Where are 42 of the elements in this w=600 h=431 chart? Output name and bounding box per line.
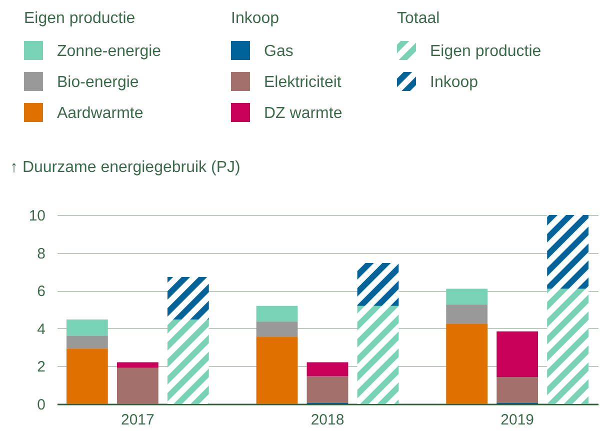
x-tick-label: 2019 [500,412,534,428]
bar [446,304,488,324]
x-tick-label: 2018 [310,412,344,428]
bar [306,362,348,376]
y-tick-label: 4 [37,320,46,338]
text: Totaal [397,10,440,27]
bar [446,288,488,304]
bar [66,336,108,348]
bar [167,276,209,320]
text: Inkoop [231,10,280,27]
x-tick-label: 2017 [120,412,154,428]
bar [547,215,589,289]
text: Eigen productie [24,10,136,27]
y-tick-label: 0 [37,396,46,414]
bar [116,362,158,368]
bar [306,376,348,404]
y-tick-label: 10 [28,208,46,224]
bar [256,321,298,336]
legend-label: Eigen productie [430,43,542,60]
y-tick-label: 8 [37,245,46,262]
bar [256,306,298,322]
bar [116,368,158,404]
bar [446,324,488,404]
bar [357,263,399,306]
bar [66,320,108,336]
bar [547,288,589,404]
legend-label: Inkoop [430,74,478,91]
bar [66,348,108,404]
y-axis-title: ↑ Duurzame energiegebruik (PJ) [10,159,240,176]
legend-label: DZ warmte [264,105,342,122]
bar [357,306,399,404]
bar [167,320,209,404]
legend-label: Zonne-energie [57,43,162,60]
bar [496,331,538,377]
legend-label: Gas [264,43,294,60]
y-tick-label: 2 [37,358,46,376]
bar [256,336,298,404]
legend-label: Bio-energie [57,74,139,91]
legend-label: Aardwarmte [57,105,144,122]
y-tick-label: 6 [37,283,46,300]
legend-label: Elektriciteit [264,74,342,91]
bar [496,376,538,404]
